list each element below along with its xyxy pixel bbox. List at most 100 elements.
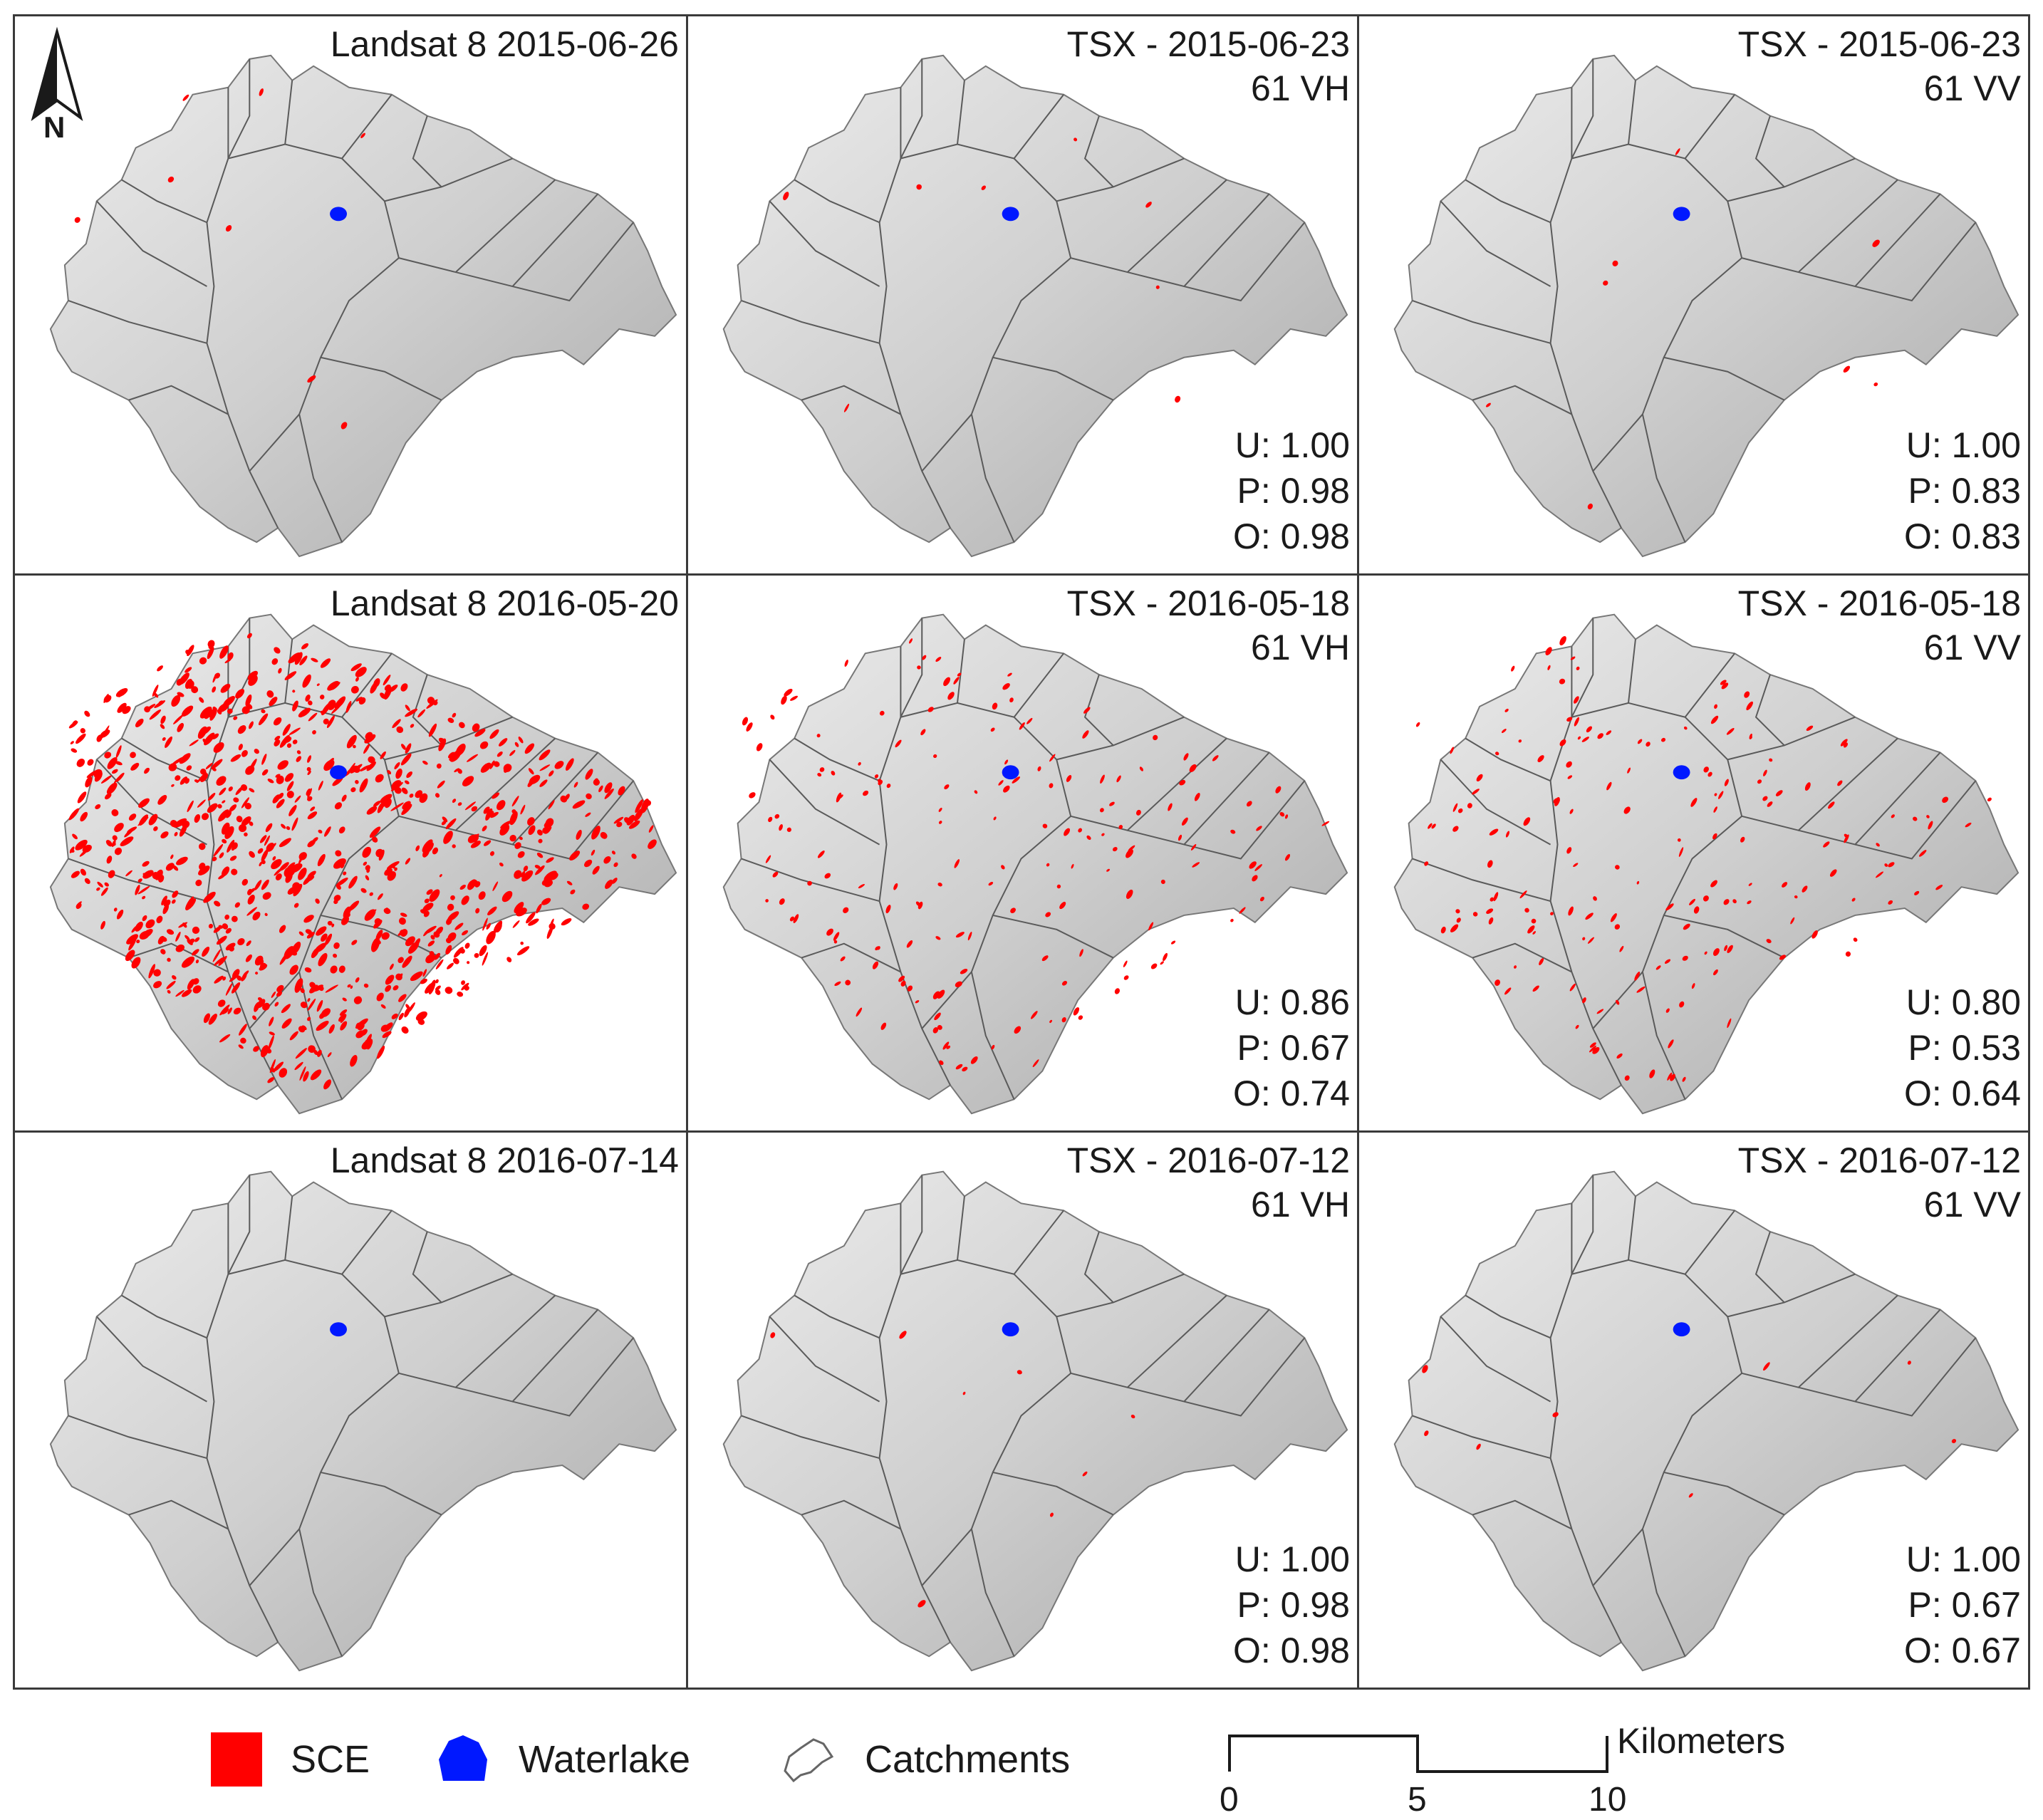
sce-patch [1615, 865, 1620, 870]
sce-patch [328, 1024, 335, 1034]
sce-patch [220, 683, 231, 693]
sce-patch [261, 709, 266, 714]
sce-patch [428, 723, 437, 737]
sce-patch [390, 802, 404, 811]
sce-patch [300, 1002, 308, 1009]
sce-patch [261, 769, 269, 776]
sce-patch [214, 900, 221, 907]
sce-patch [946, 1045, 951, 1049]
sce-patch [464, 801, 477, 811]
sce-patch [445, 987, 453, 994]
sce-patch [319, 1012, 326, 1019]
sce-patch [993, 816, 997, 821]
sce-patch [1246, 801, 1252, 807]
sce-patch [397, 957, 404, 964]
sce-patch [453, 957, 459, 964]
sce-patch [279, 1068, 288, 1078]
sce-patch [318, 952, 328, 967]
sce-patch [327, 1052, 332, 1058]
sce-patch [746, 722, 753, 732]
sce-patch [286, 743, 292, 748]
study-area-outline [722, 1170, 1348, 1672]
sce-patch [1183, 753, 1189, 761]
sce-snow-cover [1415, 635, 1992, 1082]
sce-patch [1763, 1362, 1770, 1371]
sce-patch [298, 707, 311, 718]
sce-patch [344, 766, 355, 777]
waterlake [330, 207, 348, 222]
sce-patch [286, 781, 294, 791]
sce-patch [1476, 1443, 1481, 1450]
sce-patch [76, 759, 85, 767]
sce-patch [216, 776, 227, 786]
sce-patch [954, 859, 960, 868]
sce-patch [294, 652, 303, 665]
sce-patch [319, 695, 325, 700]
sce-patch [261, 754, 267, 765]
sce-patch [148, 813, 158, 826]
sce-patch [222, 923, 229, 930]
sce-patch [1713, 806, 1717, 813]
sce-patch [377, 1046, 385, 1059]
sce-patch [549, 770, 554, 777]
score-u: U: 1.00 [1234, 425, 1350, 465]
sce-patch [906, 940, 913, 948]
sce-patch [1723, 899, 1730, 905]
sce-patch [1114, 988, 1120, 994]
sce-patch [348, 875, 358, 889]
sce-patch [1873, 382, 1878, 387]
sce-patch [1569, 983, 1576, 992]
sce-patch [286, 791, 294, 799]
sce-patch [1804, 782, 1811, 791]
sce-patch [288, 805, 297, 816]
sce-patch [428, 979, 436, 995]
sce-patch [526, 912, 536, 924]
sce-patch [289, 964, 298, 975]
sce-patch [598, 785, 603, 793]
sce-patch [311, 947, 320, 958]
sce-patch [312, 730, 316, 734]
sce-patch [1153, 734, 1158, 741]
sce-patch [307, 811, 318, 820]
sce-patch [1951, 1439, 1957, 1443]
sce-patch [817, 851, 825, 858]
sce-patch [409, 794, 414, 798]
sce-patch [1682, 1076, 1686, 1082]
sce-patch [875, 946, 880, 951]
sce-patch [1763, 769, 1767, 776]
sce-patch [257, 848, 264, 854]
map-panel-3: TSX - 2015-06-23 61 VV U: 1.00 P: 0.83 O… [1357, 16, 2028, 573]
sce-patch [131, 925, 138, 933]
sce-patch [1844, 834, 1849, 843]
sce-patch [87, 759, 94, 766]
sce-patch [591, 826, 601, 840]
sce-patch [262, 1002, 270, 1011]
sce-patch [1718, 791, 1724, 799]
sce-patch [1472, 912, 1478, 917]
sce-patch [592, 865, 600, 875]
sce-patch [1518, 739, 1522, 743]
sce-patch [603, 856, 611, 864]
sce-patch [1667, 1072, 1673, 1081]
sce-patch [1769, 758, 1773, 762]
sce-patch [160, 949, 166, 955]
sce-patch [1576, 666, 1580, 670]
sce-patch [249, 721, 254, 729]
sce-patch [1888, 862, 1895, 868]
sce-patch [424, 898, 430, 904]
study-area-outline [722, 54, 1348, 558]
sce-patch [1712, 833, 1717, 840]
sce-patch [281, 1004, 291, 1014]
sce-patch [355, 977, 360, 983]
sce-patch [363, 744, 370, 754]
sce-patch [845, 979, 851, 986]
sce-patch [1505, 831, 1510, 838]
sce-patch [380, 751, 386, 759]
sce-patch [1056, 884, 1061, 889]
sce-patch [509, 811, 518, 826]
score-p: P: 0.98 [1237, 471, 1350, 511]
catchments-swatch-icon [784, 1738, 834, 1783]
sce-patch [166, 929, 175, 935]
panel-title: TSX - 2016-05-18 61 VV [1738, 581, 2021, 670]
sce-patch [180, 776, 188, 785]
